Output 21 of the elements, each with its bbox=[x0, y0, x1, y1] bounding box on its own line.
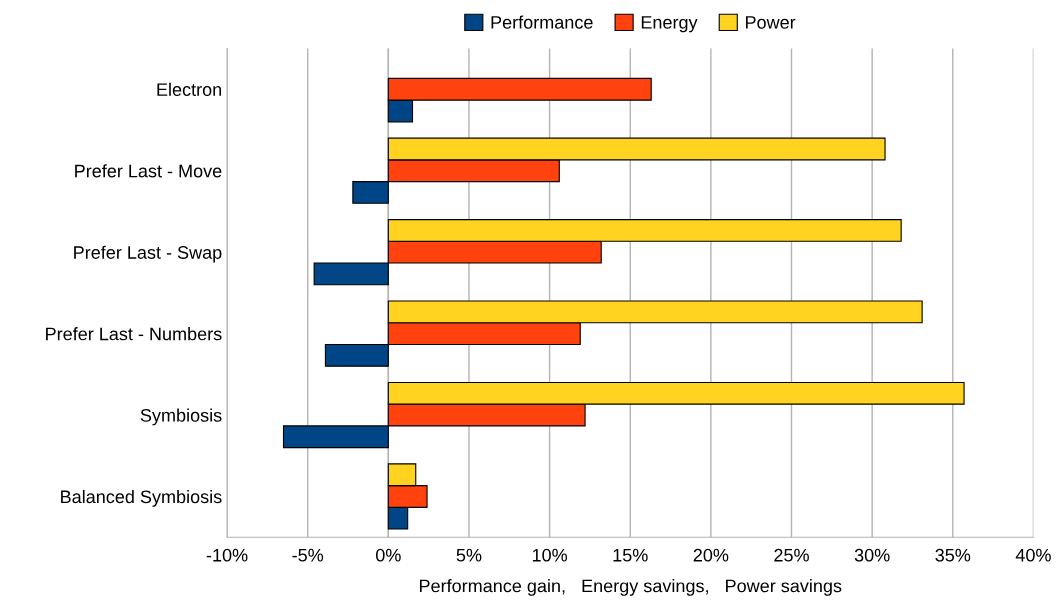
legend-label: Energy bbox=[641, 16, 698, 33]
x-tick-label: 15% bbox=[613, 548, 648, 562]
x-tick-label: 20% bbox=[693, 548, 729, 562]
y-tick-label: Balanced Symbiosis bbox=[61, 489, 222, 507]
x-tick-label: -10% bbox=[206, 548, 248, 562]
x-tick-label: 30% bbox=[854, 548, 890, 562]
x-tick-label: 10% bbox=[532, 548, 568, 562]
x-tick-label: 5% bbox=[456, 548, 482, 562]
y-tick-label: Electron bbox=[157, 82, 222, 96]
y-tick-label: Prefer Last - Swap bbox=[74, 245, 222, 263]
x-tick-label: -5% bbox=[292, 548, 324, 562]
y-tick-label: Prefer Last - Numbers bbox=[46, 327, 222, 341]
legend-label: Performance bbox=[491, 15, 593, 29]
y-tick-label: Symbiosis bbox=[140, 408, 222, 426]
x-axis-title: Performance gain, Energy savings, Power savings bbox=[419, 579, 842, 596]
legend-label: Power bbox=[745, 16, 796, 29]
y-tick-label: Prefer Last - Move bbox=[75, 164, 222, 178]
x-tick-label: 25% bbox=[774, 548, 809, 562]
x-tick-label: 35% bbox=[935, 548, 971, 562]
x-tick-label: 40% bbox=[1015, 548, 1051, 562]
x-tick-label: 0% bbox=[375, 548, 401, 562]
